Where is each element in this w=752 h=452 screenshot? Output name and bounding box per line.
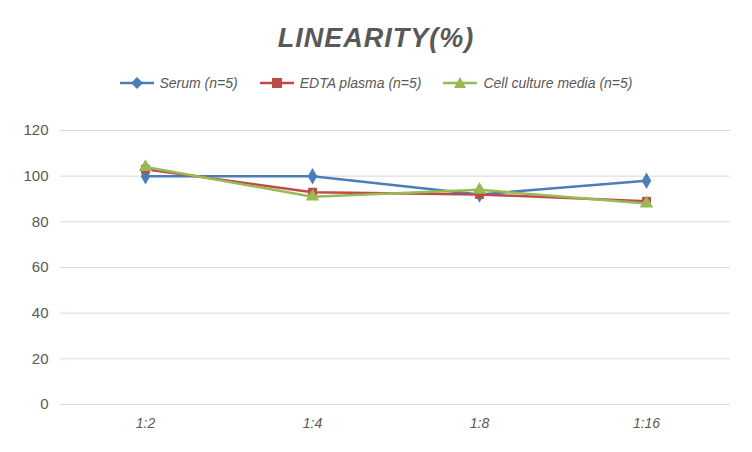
svg-text:80: 80 bbox=[32, 213, 49, 230]
svg-text:1:4: 1:4 bbox=[303, 415, 323, 431]
svg-text:40: 40 bbox=[32, 304, 49, 321]
svg-text:1:16: 1:16 bbox=[633, 415, 660, 431]
html-text:LINEARITY(%): LINEARITY(%) bbox=[277, 23, 475, 53]
html-text:Cell culture media (n=5): Cell culture media (n=5) bbox=[483, 75, 633, 91]
html-text:Serum (n=5): Serum (n=5) bbox=[159, 75, 238, 91]
svg-text:0: 0 bbox=[40, 395, 48, 412]
html-text:EDTA plasma (n=5): EDTA plasma (n=5) bbox=[299, 75, 422, 91]
svg-text:20: 20 bbox=[32, 350, 49, 367]
svg-text:120: 120 bbox=[23, 121, 48, 138]
svg-text:1:8: 1:8 bbox=[470, 415, 490, 431]
svg-text:60: 60 bbox=[32, 258, 49, 275]
svg-text:100: 100 bbox=[23, 167, 48, 184]
svg-text:1:2: 1:2 bbox=[136, 415, 156, 431]
